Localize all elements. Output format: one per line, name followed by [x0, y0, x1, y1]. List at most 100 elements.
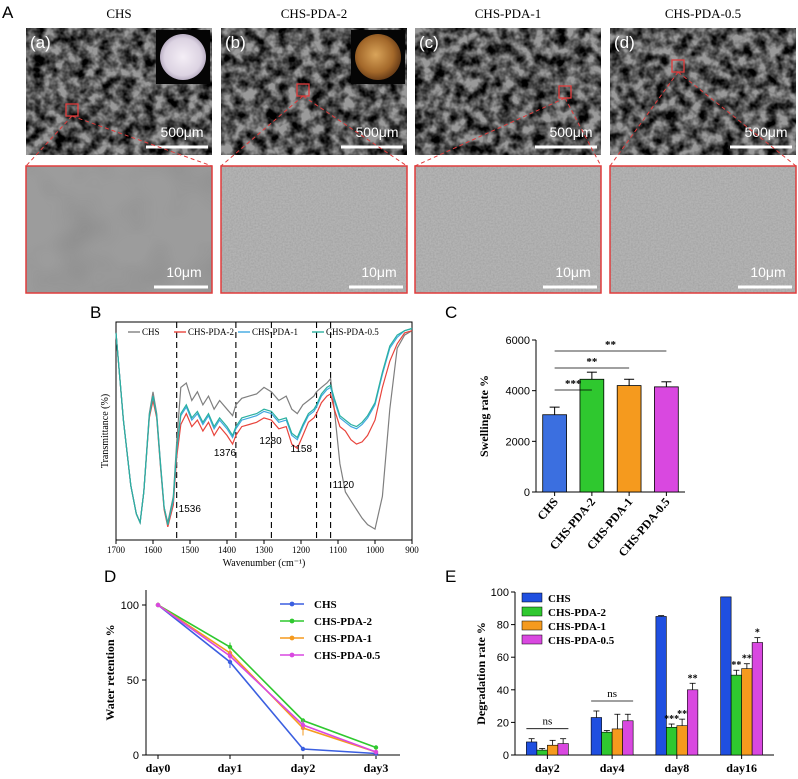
panel-a: A CHS (a) 500μm 10μm CHS-PDA-2 (b) 500μm 10μm CH…	[2, 3, 797, 294]
zoom-guide-line	[220, 95, 304, 167]
sem-tag: (b)	[225, 33, 246, 52]
y-tick-label: 4000	[506, 386, 530, 398]
panel-c: C 0200040006000CHSCHS-PDA-2CHS-PDA-1CHS-…	[445, 303, 685, 559]
ftir-series-line	[115, 330, 413, 528]
legend-label: CHS-PDA-2	[314, 616, 373, 628]
scale-label: 500μm	[160, 124, 203, 140]
data-point	[373, 749, 379, 755]
sem-column-title: CHS-PDA-2	[281, 6, 347, 21]
bar	[542, 414, 567, 493]
legend-swatch	[521, 592, 543, 603]
x-tick-label: 900	[405, 545, 419, 555]
sem-bottom-image: 10μm	[25, 165, 213, 294]
data-point	[300, 746, 306, 752]
x-tick-label: 1100	[329, 545, 347, 555]
y-tick-label: 0	[133, 750, 139, 762]
sem-top-image: (a) 500μm	[25, 28, 213, 167]
legend-marker	[289, 652, 295, 658]
legend-marker	[289, 601, 295, 607]
legend-label: CHS-PDA-0.5	[314, 650, 381, 662]
y-tick-label: 40	[497, 685, 509, 697]
series-line	[157, 604, 377, 749]
legend-label: CHS-PDA-0.5	[326, 327, 379, 337]
data-point	[227, 644, 233, 650]
significance-label: ***	[664, 714, 679, 725]
x-tick-label: day2	[535, 761, 560, 775]
plot-frame	[115, 321, 413, 541]
bar	[536, 749, 548, 756]
legend-marker	[289, 635, 295, 641]
y-tick-label: 0	[503, 750, 509, 762]
sem-surface-texture	[221, 166, 407, 293]
scale-label: 500μm	[744, 124, 787, 140]
panel-letter-d: D	[104, 567, 116, 586]
legend-label: CHS	[142, 327, 160, 337]
legend-label: CHS	[548, 593, 571, 605]
scale-label: 10μm	[166, 264, 201, 280]
y-tick-label: 0	[524, 487, 530, 499]
sem-column-title: CHS	[106, 6, 131, 21]
y-axis-label: Degradation rate %	[474, 622, 488, 725]
zoom-guide-line	[71, 115, 213, 167]
significance-label: **	[605, 339, 617, 351]
x-tick-label: CHS	[534, 495, 561, 523]
scale-label: 10μm	[555, 264, 590, 280]
sem-top-image: (d) 500μm	[609, 28, 797, 167]
significance-label: **	[677, 709, 687, 720]
x-tick-label: 1400	[218, 545, 237, 555]
sem-surface-texture	[610, 166, 796, 293]
legend-marker	[289, 618, 295, 624]
y-axis-label: Swelling rate %	[477, 375, 491, 457]
peak-label: 1120	[333, 480, 355, 491]
y-tick-label: 80	[497, 620, 509, 632]
data-point	[227, 653, 233, 659]
chart-b: 1700 1600 1500 1400 1300 1200 1100 1000 900 CHS CH…	[100, 321, 419, 569]
peak-label: 1280	[259, 436, 282, 447]
sem-top-image: (b) 500μm	[220, 28, 408, 167]
panel-letter-b: B	[90, 303, 101, 322]
scale-label: 500μm	[549, 124, 592, 140]
panel-d: D 0 50 100 day0 day1 day2 day3 CHS CHS-PDA-2 CHS-…	[103, 567, 400, 775]
significance-label: **	[586, 356, 598, 368]
sem-bottom-image: 10μm	[414, 165, 602, 294]
series-line	[157, 604, 377, 753]
chart-d: 0 50 100 day0 day1 day2 day3 CHS CHS-PDA-2 CHS-PD…	[103, 590, 400, 775]
sample-disc-photo	[355, 34, 401, 80]
bar	[751, 642, 763, 756]
legend-swatch	[521, 620, 543, 631]
panel-b: B 1700 1600 1500 1400 1300 1200 1100 1000 900 CHS…	[90, 303, 419, 569]
panel-letter-e: E	[445, 567, 456, 586]
data-point	[300, 722, 306, 728]
y-tick-label: 6000	[506, 335, 530, 347]
scale-label: 10μm	[361, 264, 396, 280]
bar	[741, 668, 753, 756]
bar	[616, 385, 642, 493]
sem-surface-texture	[26, 166, 212, 293]
sem-surface-texture	[415, 166, 601, 293]
y-axis-label: Transmittance (%)	[100, 394, 111, 468]
y-tick-label: 50	[127, 675, 139, 687]
legend-label: CHS-PDA-1	[314, 633, 372, 645]
bar	[654, 386, 679, 493]
ftir-series-line	[115, 330, 413, 531]
y-tick-label: 100	[491, 587, 509, 599]
significance-label: **	[688, 673, 698, 684]
zoom-frame	[414, 165, 602, 294]
x-tick-label: day1	[218, 761, 243, 775]
peak-label: 1536	[179, 504, 202, 515]
sample-disc-photo	[160, 34, 206, 80]
bar	[687, 689, 699, 756]
x-tick-label: 1500	[181, 545, 200, 555]
bar	[666, 726, 678, 756]
bar	[611, 728, 623, 756]
bar	[547, 744, 559, 756]
legend-label: CHS-PDA-0.5	[548, 635, 615, 647]
zoom-frame	[609, 165, 797, 294]
x-tick-label: day4	[600, 761, 625, 775]
legend-swatch	[521, 606, 543, 617]
series-line	[157, 604, 377, 755]
bar	[720, 596, 732, 756]
legend-label: CHS-PDA-1	[548, 621, 606, 633]
x-tick-label: day8	[665, 761, 690, 775]
